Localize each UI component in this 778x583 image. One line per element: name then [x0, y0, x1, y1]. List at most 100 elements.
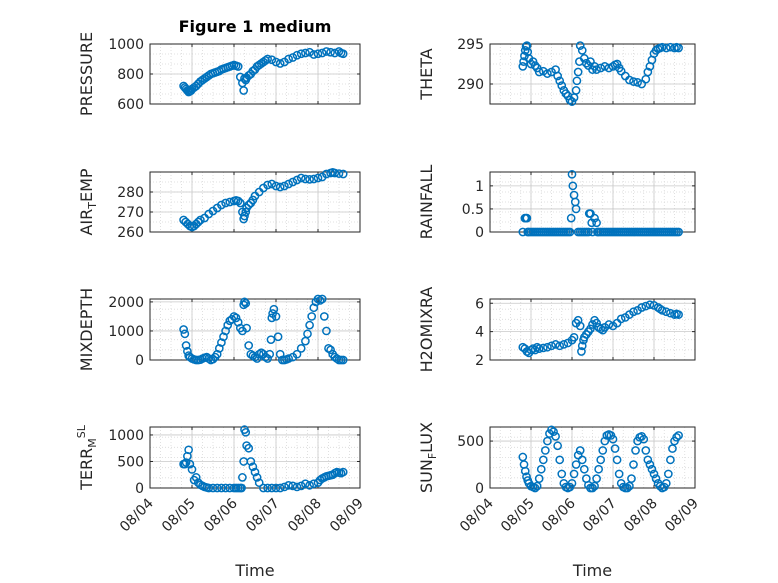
data-point: [319, 312, 329, 321]
data-point: [674, 227, 683, 237]
data-point: [612, 455, 622, 465]
data-point: [252, 473, 262, 482]
x-axis-label: Time: [234, 561, 274, 580]
data-point: [296, 173, 306, 183]
data-point: [233, 196, 243, 206]
y-tick-label: 0: [135, 353, 144, 369]
data-point: [296, 344, 306, 353]
data-point: [547, 425, 556, 435]
data-point: [326, 47, 335, 57]
y-tick-label: 500: [457, 434, 484, 450]
data-point: [196, 215, 205, 225]
data-point: [568, 181, 578, 191]
data-point: [543, 69, 552, 78]
data-point: [596, 455, 606, 465]
data-point: [263, 354, 272, 363]
data-point: [577, 455, 587, 465]
x-axis-label: Time: [572, 561, 612, 580]
data-point: [649, 301, 659, 310]
data-point: [280, 482, 289, 492]
data-point: [661, 43, 671, 53]
subplot-4: 0 1000 2000 MIXDEPTH: [77, 288, 361, 371]
data-point: [309, 50, 319, 59]
data-point: [590, 213, 599, 223]
data-point: [557, 81, 567, 90]
data-point: [221, 198, 230, 208]
y-axis-label: RAINFALL: [417, 165, 436, 240]
data-point: [263, 54, 272, 64]
data-point: [657, 305, 667, 315]
data-point: [608, 434, 618, 444]
data-point: [518, 227, 528, 237]
data-point: [573, 315, 583, 325]
y-axis-label: SUNFLUX: [417, 422, 439, 493]
data-point: [223, 320, 233, 330]
data-point: [217, 483, 226, 493]
data-point: [555, 455, 565, 465]
data-point: [212, 483, 222, 493]
data-point: [254, 478, 264, 488]
axes-frame: [489, 298, 696, 361]
data-point: [633, 78, 642, 87]
x-tick-label: 08/05: [159, 496, 199, 536]
data-point: [225, 483, 235, 493]
data-point: [668, 444, 677, 453]
data-point: [338, 49, 348, 59]
data-point: [250, 467, 260, 477]
axes-frame: [489, 43, 696, 105]
y-tick-label: 500: [117, 454, 144, 470]
y-tick-label: 270: [117, 205, 144, 221]
data-point: [645, 300, 655, 310]
data-point: [666, 455, 675, 465]
data-point: [584, 227, 593, 237]
data-point: [338, 169, 348, 179]
subplot-1: 290 295 THETA: [417, 37, 696, 106]
data-point: [629, 307, 638, 317]
data-point: [551, 432, 560, 441]
data-point: [625, 481, 634, 491]
data-point: [557, 469, 567, 479]
y-tick-label: 1000: [108, 324, 144, 340]
data-point: [541, 446, 550, 455]
data-point: [579, 464, 589, 474]
data-point: [645, 460, 655, 469]
data-point: [191, 473, 201, 482]
data-point: [572, 76, 582, 86]
data-point: [179, 325, 188, 334]
data-point: [305, 47, 314, 57]
y-tick-label: 1: [475, 179, 484, 195]
data-point: [265, 349, 275, 359]
data-point: [184, 445, 193, 455]
data-point: [565, 227, 575, 237]
x-tick-label: 08/09: [662, 496, 702, 536]
x-tick-label: 08/04: [117, 495, 157, 535]
data-point: [244, 200, 254, 210]
y-tick-label: 1000: [108, 37, 144, 53]
data-point: [643, 67, 653, 77]
data-point: [241, 427, 251, 437]
data-point: [244, 341, 254, 350]
data-point: [193, 217, 203, 227]
data-point: [543, 436, 552, 446]
data-point: [631, 446, 640, 455]
data-point: [518, 62, 528, 71]
data-point: [241, 207, 251, 217]
y-tick-label: 295: [457, 37, 484, 53]
data-point: [240, 297, 249, 307]
y-axis-label: THETA: [417, 48, 436, 100]
data-point: [315, 296, 325, 305]
data-point: [657, 42, 667, 52]
data-point: [292, 175, 302, 185]
data-point: [596, 324, 606, 334]
data-point: [267, 179, 277, 189]
data-point: [322, 47, 331, 56]
data-point: [271, 181, 281, 191]
data-point: [575, 41, 585, 50]
data-point: [301, 479, 310, 489]
data-point: [538, 455, 548, 465]
data-point: [275, 182, 285, 192]
data-point: [267, 483, 277, 493]
x-tick-label: 08/08: [621, 496, 661, 536]
data-point: [571, 204, 581, 214]
data-point: [261, 56, 270, 65]
